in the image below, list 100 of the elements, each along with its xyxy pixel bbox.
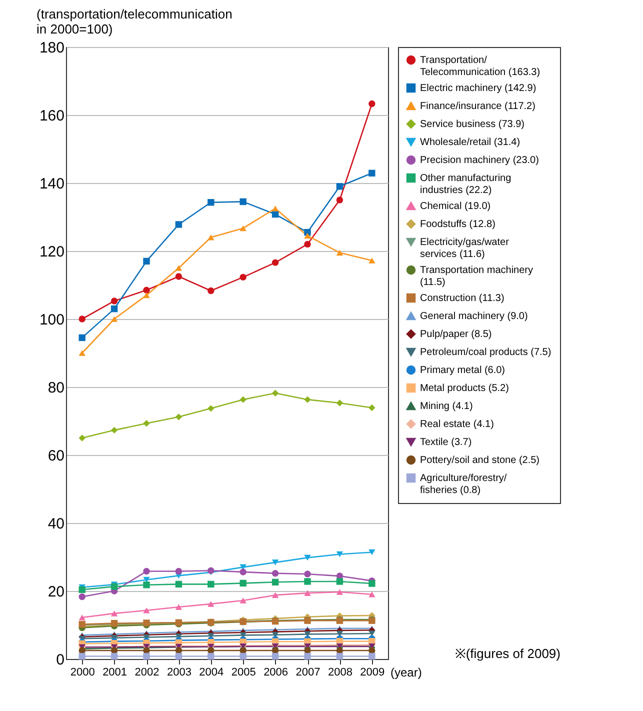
- point: [175, 652, 182, 660]
- point: [336, 551, 344, 558]
- legend-label: Transportation machinery (11.5): [420, 265, 534, 288]
- point: [368, 549, 376, 556]
- point: [175, 580, 182, 588]
- point: [368, 258, 376, 264]
- point: [208, 234, 214, 240]
- x-tick-label: 2009: [360, 666, 385, 678]
- point: [110, 298, 118, 304]
- point: [272, 578, 279, 586]
- point: [368, 652, 376, 660]
- x-tick-label: 2006: [264, 666, 288, 678]
- x-tick-label: 2001: [102, 666, 128, 678]
- point: [336, 647, 344, 654]
- legend-label: Chemical (19.0): [420, 201, 491, 212]
- point: [304, 396, 311, 403]
- y-axis-title: (transportation/telecommunication in 2000=100): [36, 6, 232, 36]
- point: [304, 652, 311, 660]
- point: [240, 225, 246, 232]
- legend-label: Construction (11.3): [420, 293, 504, 304]
- point: [143, 576, 150, 583]
- y-tick-label: 180: [39, 40, 64, 56]
- legend-label: Real estate (4.1): [420, 419, 494, 430]
- point: [78, 614, 86, 620]
- point: [143, 292, 150, 298]
- legend-label: Primary metal (6.0): [420, 365, 506, 376]
- point: [208, 580, 214, 588]
- point: [240, 598, 246, 604]
- point: [304, 578, 311, 585]
- legend-label: General machinery (9.0): [420, 311, 528, 322]
- legend-label: Pottery/soil and stone (2.5): [420, 455, 540, 466]
- point: [143, 652, 150, 660]
- point: [143, 286, 150, 294]
- point: [110, 583, 118, 590]
- point: [272, 259, 279, 266]
- x-tick-label: 2008: [328, 666, 352, 678]
- point: [78, 316, 86, 322]
- point: [304, 240, 311, 248]
- point: [78, 434, 86, 442]
- point: [175, 265, 182, 271]
- point: [78, 334, 86, 342]
- point: [143, 420, 150, 427]
- y-tick-label: 80: [48, 380, 64, 396]
- x-axis-title: (year): [390, 666, 422, 680]
- point: [240, 568, 246, 576]
- point: [304, 554, 311, 561]
- point: [272, 206, 279, 212]
- y-tick-label: 20: [48, 584, 64, 600]
- x-tick-label: 2007: [296, 666, 320, 678]
- point: [336, 183, 344, 190]
- point: [272, 647, 279, 654]
- legend-label: Transportation/Telecommunication (163.3): [420, 55, 540, 78]
- y-tick-label: 120: [39, 244, 64, 260]
- point: [240, 652, 246, 660]
- point: [208, 287, 214, 294]
- point: [240, 396, 246, 403]
- point: [78, 593, 86, 600]
- point: [175, 414, 182, 420]
- legend-label: Precision machinery (23.0): [420, 155, 539, 166]
- point: [368, 591, 376, 598]
- legend-label: Wholesale/retail (31.4): [420, 137, 520, 148]
- point: [78, 350, 86, 356]
- point: [304, 570, 311, 578]
- point: [336, 578, 344, 585]
- y-tick-label: 0: [56, 652, 64, 668]
- point: [175, 221, 182, 228]
- point: [143, 582, 150, 588]
- point: [175, 604, 182, 610]
- point: [272, 592, 279, 598]
- point: [175, 647, 182, 654]
- y-tick-label: 140: [39, 176, 64, 192]
- point: [368, 647, 376, 654]
- y-tick-label: 60: [48, 448, 64, 464]
- point: [240, 647, 246, 654]
- x-tick-label: 2004: [199, 666, 224, 678]
- legend-label: Textile (3.7): [420, 437, 472, 448]
- point: [143, 647, 150, 654]
- point: [240, 198, 246, 206]
- legend-label: Petroleum/coal products (7.5): [420, 347, 552, 358]
- point: [368, 580, 376, 587]
- legend-label: Other manufacturing industries (22.2): [420, 173, 512, 196]
- point: [208, 405, 214, 412]
- legend-label: Metal products (5.2): [420, 383, 509, 394]
- point: [143, 607, 150, 614]
- point: [304, 590, 311, 596]
- point: [336, 250, 344, 256]
- point: [208, 601, 214, 607]
- point: [304, 232, 311, 239]
- point: [175, 568, 182, 575]
- point: [110, 316, 118, 322]
- point: [336, 400, 344, 406]
- y-tick-label: 160: [39, 108, 64, 124]
- point: [110, 305, 118, 312]
- point: [336, 196, 344, 204]
- point: [78, 586, 86, 593]
- point: [208, 652, 214, 660]
- point: [368, 404, 376, 412]
- point: [78, 652, 86, 660]
- legend-label: Pulp/paper (8.5): [420, 329, 492, 340]
- x-tick-label: 2005: [231, 666, 256, 678]
